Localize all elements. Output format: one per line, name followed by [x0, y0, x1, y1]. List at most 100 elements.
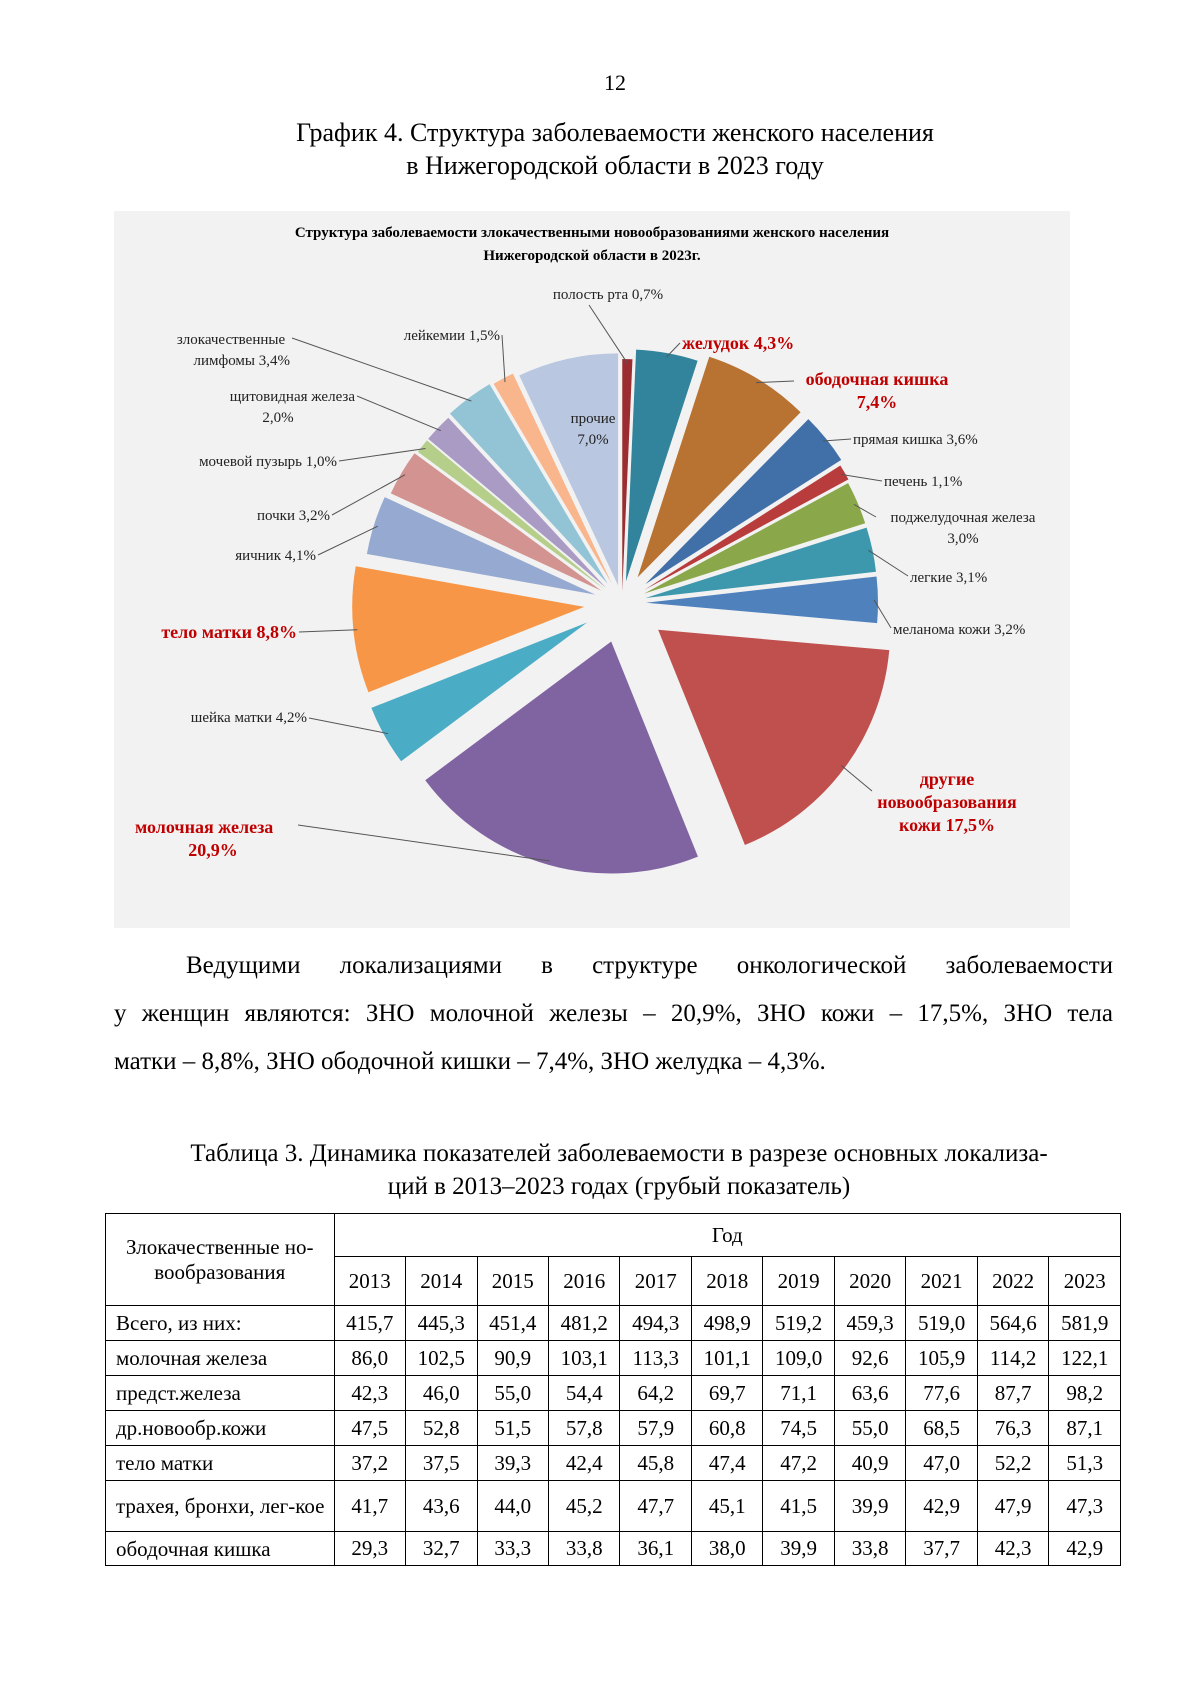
incidence-table: Злокачественные но-вообразования Год 201… — [105, 1213, 1122, 1566]
year-header: 2021 — [905, 1256, 978, 1306]
table-cell: 87,7 — [976, 1375, 1050, 1411]
slice-label: новообразования — [877, 792, 1017, 812]
table-cell: 52,2 — [976, 1445, 1050, 1481]
pie-slice — [449, 384, 608, 584]
leader-line — [298, 629, 358, 633]
year-header: 2015 — [476, 1256, 549, 1306]
slice-label: лейкемии 1,5% — [404, 328, 500, 344]
pie-slice — [519, 353, 619, 586]
page-number: 12 — [604, 70, 626, 95]
table-cell: 87,1 — [1048, 1410, 1121, 1446]
leader-line — [822, 438, 852, 442]
slice-label: прочие — [571, 411, 616, 427]
leader-lines — [291, 304, 909, 862]
pie-slice — [645, 527, 876, 598]
table-cell: 36,1 — [619, 1531, 692, 1566]
table-cell: 46,0 — [405, 1375, 478, 1411]
year-header: 2022 — [976, 1256, 1050, 1306]
table-cell: 98,2 — [1048, 1375, 1121, 1411]
table-cell: 47,2 — [762, 1445, 835, 1481]
table-years-row: 2013 2014 2015 2016 2017 2018 2019 2020 2021 2022… — [106, 1256, 1121, 1306]
year-header: 2020 — [833, 1256, 907, 1306]
row-name: трахея, бронхи, лег-кое — [105, 1480, 335, 1532]
leader-line — [291, 337, 472, 402]
table-cell: 564,6 — [976, 1305, 1050, 1341]
table-cell: 519,0 — [905, 1305, 978, 1341]
table-cell: 60,8 — [690, 1410, 764, 1446]
table-cell: 494,3 — [619, 1305, 692, 1341]
table-cell: 47,4 — [690, 1445, 764, 1481]
slice-label: шейка матки 4,2% — [191, 710, 307, 726]
table-cell: 39,9 — [762, 1531, 835, 1566]
table-cell: 114,2 — [976, 1340, 1050, 1376]
year-header: 2023 — [1048, 1256, 1121, 1306]
pie-slice — [644, 465, 849, 590]
year-header: 2017 — [619, 1256, 692, 1306]
slice-label: желудок 4,3% — [682, 333, 794, 353]
table-cell: 42,3 — [333, 1375, 407, 1411]
table-cell: 102,5 — [405, 1340, 478, 1376]
table-cell: 498,9 — [690, 1305, 764, 1341]
table-cell: 90,9 — [476, 1340, 549, 1376]
chart-title-line1: Структура заболеваемости злокачественным… — [295, 225, 889, 241]
slice-label: ободочная кишка — [806, 369, 949, 389]
table-row: др.новообр.кожи 47,5 52,8 51,5 57,8 57,9 60,8 7… — [105, 1410, 1121, 1446]
row-name: предст.железа — [105, 1375, 335, 1411]
table-cell: 44,0 — [476, 1480, 549, 1532]
table-cell: 63,6 — [833, 1375, 907, 1411]
table-cell: 77,6 — [905, 1375, 978, 1411]
pie-slice — [390, 453, 602, 591]
slice-label: яичник 4,1% — [235, 548, 316, 564]
table-cell: 415,7 — [333, 1305, 407, 1341]
slice-label: 2,0% — [262, 410, 293, 426]
table-body: Всего, из них: 415,7 445,3 451,4 481,2 494,3 4… — [105, 1305, 1121, 1566]
pie-chart: Структура заболеваемости злокачественным… — [114, 211, 1070, 928]
slice-label: меланома кожи 3,2% — [893, 622, 1025, 638]
slice-label: щитовидная железа — [230, 389, 356, 405]
table-row: предст.железа 42,3 46,0 55,0 54,4 64,2 69,7 71,… — [105, 1375, 1121, 1411]
leader-line — [853, 503, 877, 518]
slice-label: 7,0% — [577, 432, 608, 448]
chart-title-line2: Нижегородской области в 2023г. — [483, 248, 701, 264]
leader-line — [317, 525, 379, 556]
column-header-neoplasm: Злокачественные но-вообразования — [105, 1213, 335, 1306]
table-cell: 51,3 — [1048, 1445, 1121, 1481]
table-caption-line2: ций в 2013–2023 годах (грубый показатель… — [387, 1173, 851, 1200]
table-cell: 40,9 — [833, 1445, 907, 1481]
table-cell: 92,6 — [833, 1340, 907, 1376]
row-name: тело матки — [105, 1445, 335, 1481]
pie-slices — [352, 349, 890, 874]
row-name: др.новообр.кожи — [105, 1410, 335, 1446]
table-cell: 109,0 — [762, 1340, 835, 1376]
leader-line — [840, 473, 883, 482]
pie-slice — [352, 566, 585, 693]
table-cell: 55,0 — [476, 1375, 549, 1411]
table-cell: 45,2 — [547, 1480, 621, 1532]
table-cell: 481,2 — [547, 1305, 621, 1341]
table-cell: 459,3 — [833, 1305, 907, 1341]
table-cell: 74,5 — [762, 1410, 835, 1446]
leader-line — [338, 448, 426, 462]
slice-label: прямая кишка 3,6% — [853, 432, 978, 448]
slice-label: почки 3,2% — [257, 508, 330, 524]
paragraph-line2: у женщин являются: ЗНО молочной железы –… — [114, 1000, 1113, 1027]
pie-slice — [425, 641, 698, 874]
table-cell: 57,8 — [547, 1410, 621, 1446]
pie-slice — [658, 629, 890, 845]
leader-line — [873, 599, 892, 629]
pie-slice — [644, 483, 866, 594]
row-name: Всего, из них: — [105, 1305, 335, 1341]
table-cell: 451,4 — [476, 1305, 549, 1341]
slice-label: лимфомы 3,4% — [193, 353, 290, 369]
table-cell: 57,9 — [619, 1410, 692, 1446]
pie-slice — [622, 359, 633, 592]
table-cell: 55,0 — [833, 1410, 907, 1446]
pie-slice — [637, 356, 801, 578]
table-cell: 103,1 — [547, 1340, 621, 1376]
leader-line — [331, 474, 406, 516]
table-cell: 47,5 — [333, 1410, 407, 1446]
leader-line — [501, 334, 506, 383]
year-header: 2013 — [333, 1256, 407, 1306]
pie-slice — [645, 576, 878, 624]
year-header: 2016 — [547, 1256, 621, 1306]
